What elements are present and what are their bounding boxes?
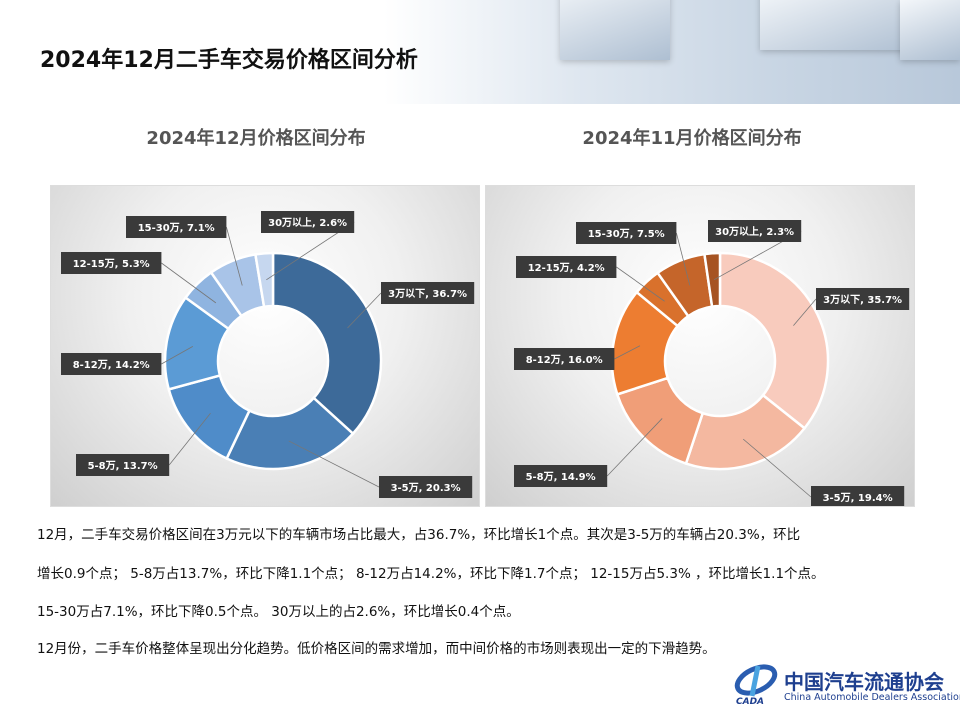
data-label: 12-15万, 4.2% [516,256,617,278]
donut-slice-1 [718,251,830,431]
leader-line [676,232,691,286]
donut-slice-7 [703,251,722,308]
data-label-text: 8-12万, 16.0% [526,354,603,366]
data-label-text: 15-30万, 7.5% [588,228,665,240]
chart-title-dec: 2024年12月价格区间分布 [146,128,366,149]
leader-line [742,438,812,498]
data-label: 8-12万, 16.0% [514,348,615,370]
data-label: 5-8万, 13.7% [76,454,170,476]
data-label-text: 3万以下, 36.7% [388,288,467,300]
data-label-box [61,252,162,274]
data-label-box [76,454,170,476]
decor-cube [760,0,920,50]
chart-title-nov: 2024年11月价格区间分布 [582,128,802,149]
data-label-text: 30万以上, 2.6% [268,216,347,229]
data-label: 30万以上, 2.3% [708,220,802,242]
paragraph: 15-30万占7.1%，环比下降0.5个点。 30万以上的占2.6%，环比增长0… [37,604,520,620]
chart-nov: 3万以下, 35.7% 3-5万, 19.4% 5-8万, 14.9% 8-12万, … [485,185,915,507]
donut-slice-2 [684,393,807,471]
leader-line [793,298,817,326]
paragraph: 12月，二手车交易价格区间在3万元以下的车辆市场占比最大，占36.7%，环比增长… [37,527,801,543]
data-label-text: 30万以上, 2.3% [715,225,794,238]
data-label-text: 5-8万, 13.7% [88,460,158,472]
data-label: 15-30万, 7.5% [576,222,677,244]
data-label-text: 12-15万, 5.3% [73,258,150,270]
data-label: 3-5万, 20.3% [379,476,473,498]
leader-line [616,266,665,302]
data-label: 3万以下, 35.7% [816,288,910,310]
data-label-text: 3-5万, 19.4% [823,492,893,504]
data-label-box [261,211,355,233]
leader-line [161,345,194,365]
data-label-text: 12-15万, 4.2% [528,262,605,274]
donut-slice-7 [253,251,275,309]
data-label-box [379,476,473,498]
leader-line [614,345,641,360]
donut-slice-1 [271,251,383,436]
decor-cube [560,0,670,60]
data-label: 15-30万, 7.1% [126,216,227,238]
data-label-text: 3万以下, 35.7% [823,294,902,306]
cada-logo-mark: CADA [734,664,778,707]
data-label-box [708,220,802,242]
data-label-box [61,353,162,375]
decor-cube [900,0,960,60]
data-label: 3万以下, 36.7% [381,282,475,304]
data-label-box [576,222,677,244]
header-banner [0,0,960,104]
data-label-box [516,256,617,278]
leader-line [226,226,243,286]
leader-line [606,418,663,477]
paragraph: 增长0.9个点； 5-8万占13.7%，环比下降1.1个点； 8-12万占14.… [37,566,825,582]
page-title: 2024年12月二手车交易价格区间分析 [40,48,418,73]
logo-cn-text: 中国汽车流通协会 [784,670,944,694]
data-label-box [514,348,615,370]
data-label-text: 3-5万, 20.3% [391,482,461,494]
leader-line [168,413,211,466]
data-label-text: 5-8万, 14.9% [526,471,596,483]
data-label: 8-12万, 14.2% [61,353,162,375]
chart-dec: 3万以下, 36.7% 3-5万, 20.3% 5-8万, 13.7% 8-12万, … [50,185,480,507]
leader-line [161,262,217,304]
cada-logo: CADA 中国汽车流通协会 China Automobile Dealers A… [732,662,960,710]
paragraph: 12月份，二手车价格整体呈现出分化趋势。低价格区间的需求增加，而中间价格的市场则… [37,641,716,657]
leader-line [288,440,380,488]
data-label: 30万以上, 2.6% [261,211,355,233]
data-label-box [514,465,608,487]
data-label-box [381,282,475,304]
leader-line [347,292,382,329]
logo-en-text: China Automobile Dealers Association [784,692,960,703]
data-label: 3-5万, 19.4% [811,486,905,506]
data-label-text: 8-12万, 14.2% [73,359,150,371]
data-label: 12-15万, 5.3% [61,252,162,274]
svg-text:CADA: CADA [736,697,764,706]
data-label-box [816,288,910,310]
data-label-box [811,486,905,506]
data-label-text: 15-30万, 7.1% [138,222,215,234]
data-label-box [126,216,227,238]
data-label: 5-8万, 14.9% [514,465,608,487]
